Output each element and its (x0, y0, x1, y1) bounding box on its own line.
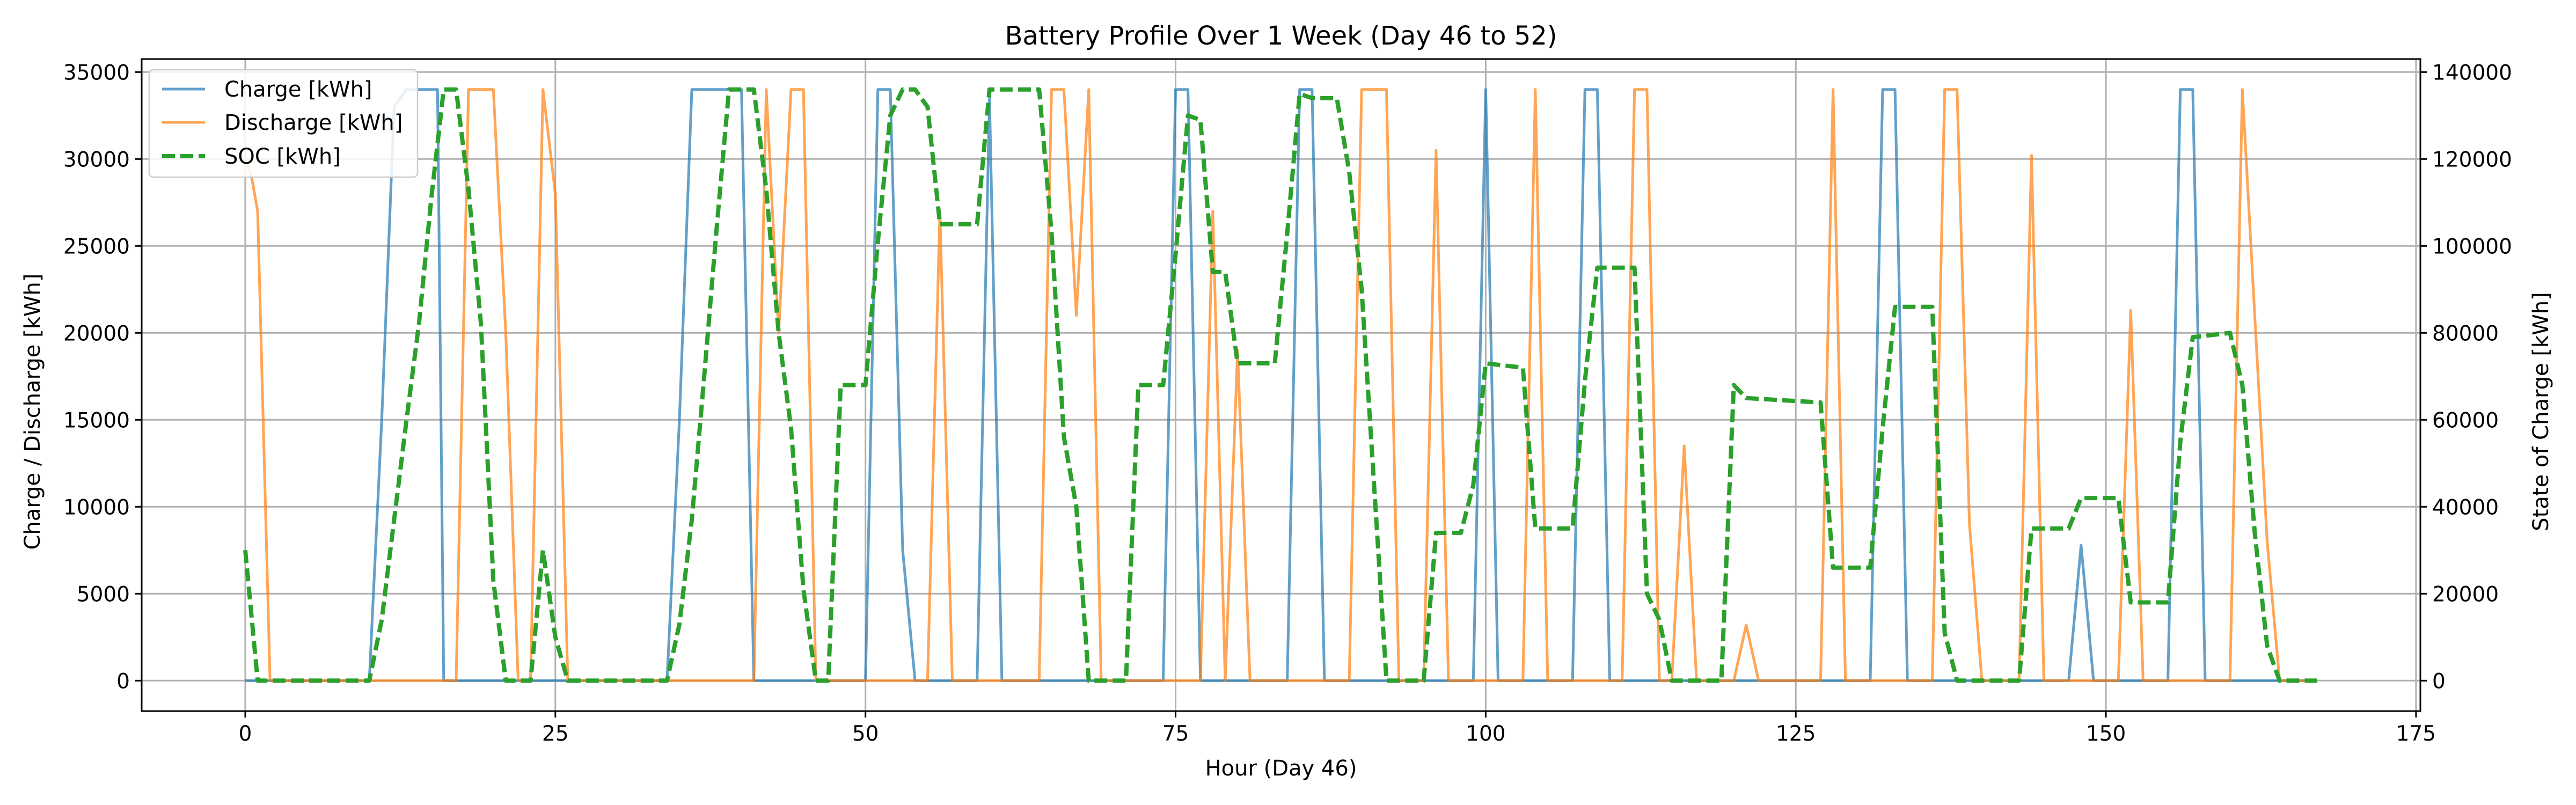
legend-label-discharge: Discharge [kWh] (224, 111, 402, 135)
x-tick-label: 100 (1466, 722, 1505, 746)
y-axis-right-label: State of Charge [kWh] (2529, 292, 2553, 531)
x-tick-label: 0 (239, 722, 252, 746)
x-tick-label: 75 (1162, 722, 1189, 746)
y-left-tick-label: 35000 (63, 61, 130, 85)
series-line-discharge (244, 88, 2317, 682)
y-left-tick-label: 0 (116, 669, 130, 693)
y-left-tick-label: 10000 (63, 495, 130, 519)
x-tick-label: 125 (1776, 722, 1816, 746)
x-tick-label: 175 (2396, 722, 2436, 746)
ticks: 0 25 50 75 100 125 150 175 0 5000 10000 15000 20000 2… (63, 61, 2512, 746)
y-axis-left-label: Charge / Discharge [kWh] (20, 274, 45, 550)
y-right-tick-label: 20000 (2432, 582, 2499, 606)
chart-title: Battery Profile Over 1 Week (Day 46 to 5… (1005, 21, 1557, 51)
y-left-tick-label: 5000 (77, 582, 130, 606)
y-right-tick-label: 100000 (2432, 235, 2512, 259)
plot-frame (141, 58, 2421, 712)
y-left-tick-label: 15000 (63, 408, 130, 433)
y-right-tick-label: 40000 (2432, 495, 2499, 519)
legend-item-charge: Charge [kWh] (162, 77, 372, 102)
y-right-tick-label: 0 (2432, 669, 2446, 693)
y-right-tick-label: 60000 (2432, 408, 2499, 433)
legend-label-soc: SOC [kWh] (224, 144, 341, 169)
legend-item-soc: SOC [kWh] (162, 144, 341, 169)
legend: Charge [kWh] Discharge [kWh] SOC [kWh] (148, 69, 419, 178)
y-right-tick-label: 140000 (2432, 61, 2512, 85)
y-left-tick-label: 30000 (63, 148, 130, 172)
series-line-charge (245, 88, 2317, 682)
x-axis-label: Hour (Day 46) (1205, 756, 1357, 781)
y-right-tick-label: 80000 (2432, 321, 2499, 346)
y-right-tick-label: 120000 (2432, 148, 2512, 172)
x-tick-label: 25 (542, 722, 569, 746)
grid (142, 59, 2420, 711)
x-tick-label: 50 (852, 722, 879, 746)
legend-box (148, 69, 419, 178)
y-left-tick-label: 20000 (63, 321, 130, 346)
legend-label-charge: Charge [kWh] (224, 77, 372, 102)
series-lines (243, 87, 2317, 683)
x-tick-label: 150 (2086, 722, 2126, 746)
legend-item-discharge: Discharge [kWh] (162, 111, 402, 135)
y-left-tick-label: 25000 (63, 235, 130, 259)
